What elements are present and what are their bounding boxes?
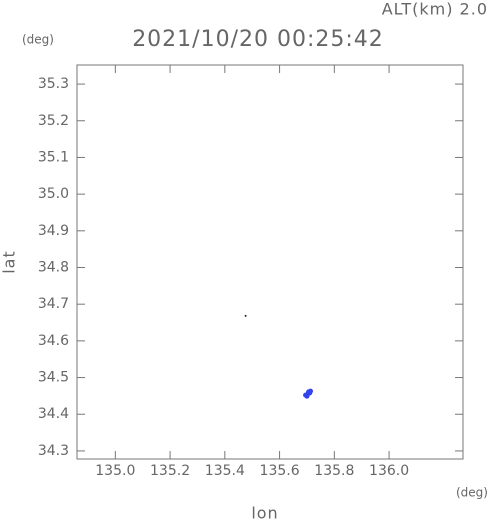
x-tick-label: 135.0 xyxy=(95,463,135,479)
x-tick-label: 135.6 xyxy=(260,463,300,479)
y-unit: (deg) xyxy=(22,33,54,47)
x-axis-label: lon xyxy=(251,504,278,521)
y-tick-label: 35.3 xyxy=(38,76,69,92)
y-tick-label: 34.5 xyxy=(38,370,69,386)
plot-frame xyxy=(76,64,464,460)
y-tick-label: 34.9 xyxy=(38,223,69,239)
data-point xyxy=(304,393,310,399)
y-axis-label: lat xyxy=(0,250,19,274)
altitude-label: ALT(km) 2.0 xyxy=(382,0,488,19)
x-tick-label: 135.8 xyxy=(314,463,354,479)
chart-title: 2021/10/20 00:25:42 xyxy=(132,27,384,52)
x-tick-label: 135.2 xyxy=(150,463,190,479)
x-tick-label: 136.0 xyxy=(369,463,409,479)
data-point xyxy=(306,389,312,395)
data-point xyxy=(244,314,247,317)
y-tick-label: 35.1 xyxy=(38,149,69,165)
y-tick-label: 34.4 xyxy=(38,406,69,422)
y-tick-label: 34.3 xyxy=(38,443,69,459)
y-tick-label: 34.6 xyxy=(38,333,69,349)
y-tick-label: 35.2 xyxy=(38,113,69,129)
x-unit: (deg) xyxy=(456,486,488,500)
y-tick-label: 34.7 xyxy=(38,296,69,312)
y-tick-label: 35.0 xyxy=(38,186,69,202)
x-tick-label: 135.4 xyxy=(205,463,245,479)
y-tick-label: 34.8 xyxy=(38,260,69,276)
